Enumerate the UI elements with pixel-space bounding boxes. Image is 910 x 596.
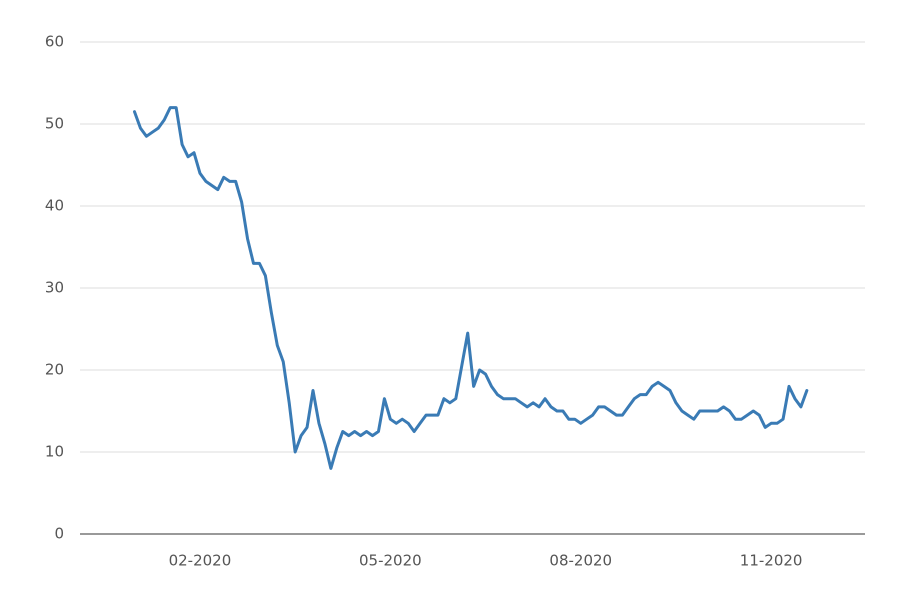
x-tick-label: 02-2020 — [169, 552, 232, 570]
y-tick-label: 40 — [45, 197, 64, 215]
y-tick-label: 0 — [54, 525, 64, 543]
y-tick-label: 60 — [45, 33, 64, 51]
x-tick-label: 05-2020 — [359, 552, 422, 570]
y-tick-label: 10 — [45, 443, 64, 461]
line-series — [133, 106, 809, 470]
x-tick-label: 11-2020 — [740, 552, 803, 570]
y-tick-label: 30 — [45, 279, 64, 297]
x-tick-label: 08-2020 — [549, 552, 612, 570]
y-tick-label: 50 — [45, 115, 64, 133]
y-tick-label: 20 — [45, 361, 64, 379]
